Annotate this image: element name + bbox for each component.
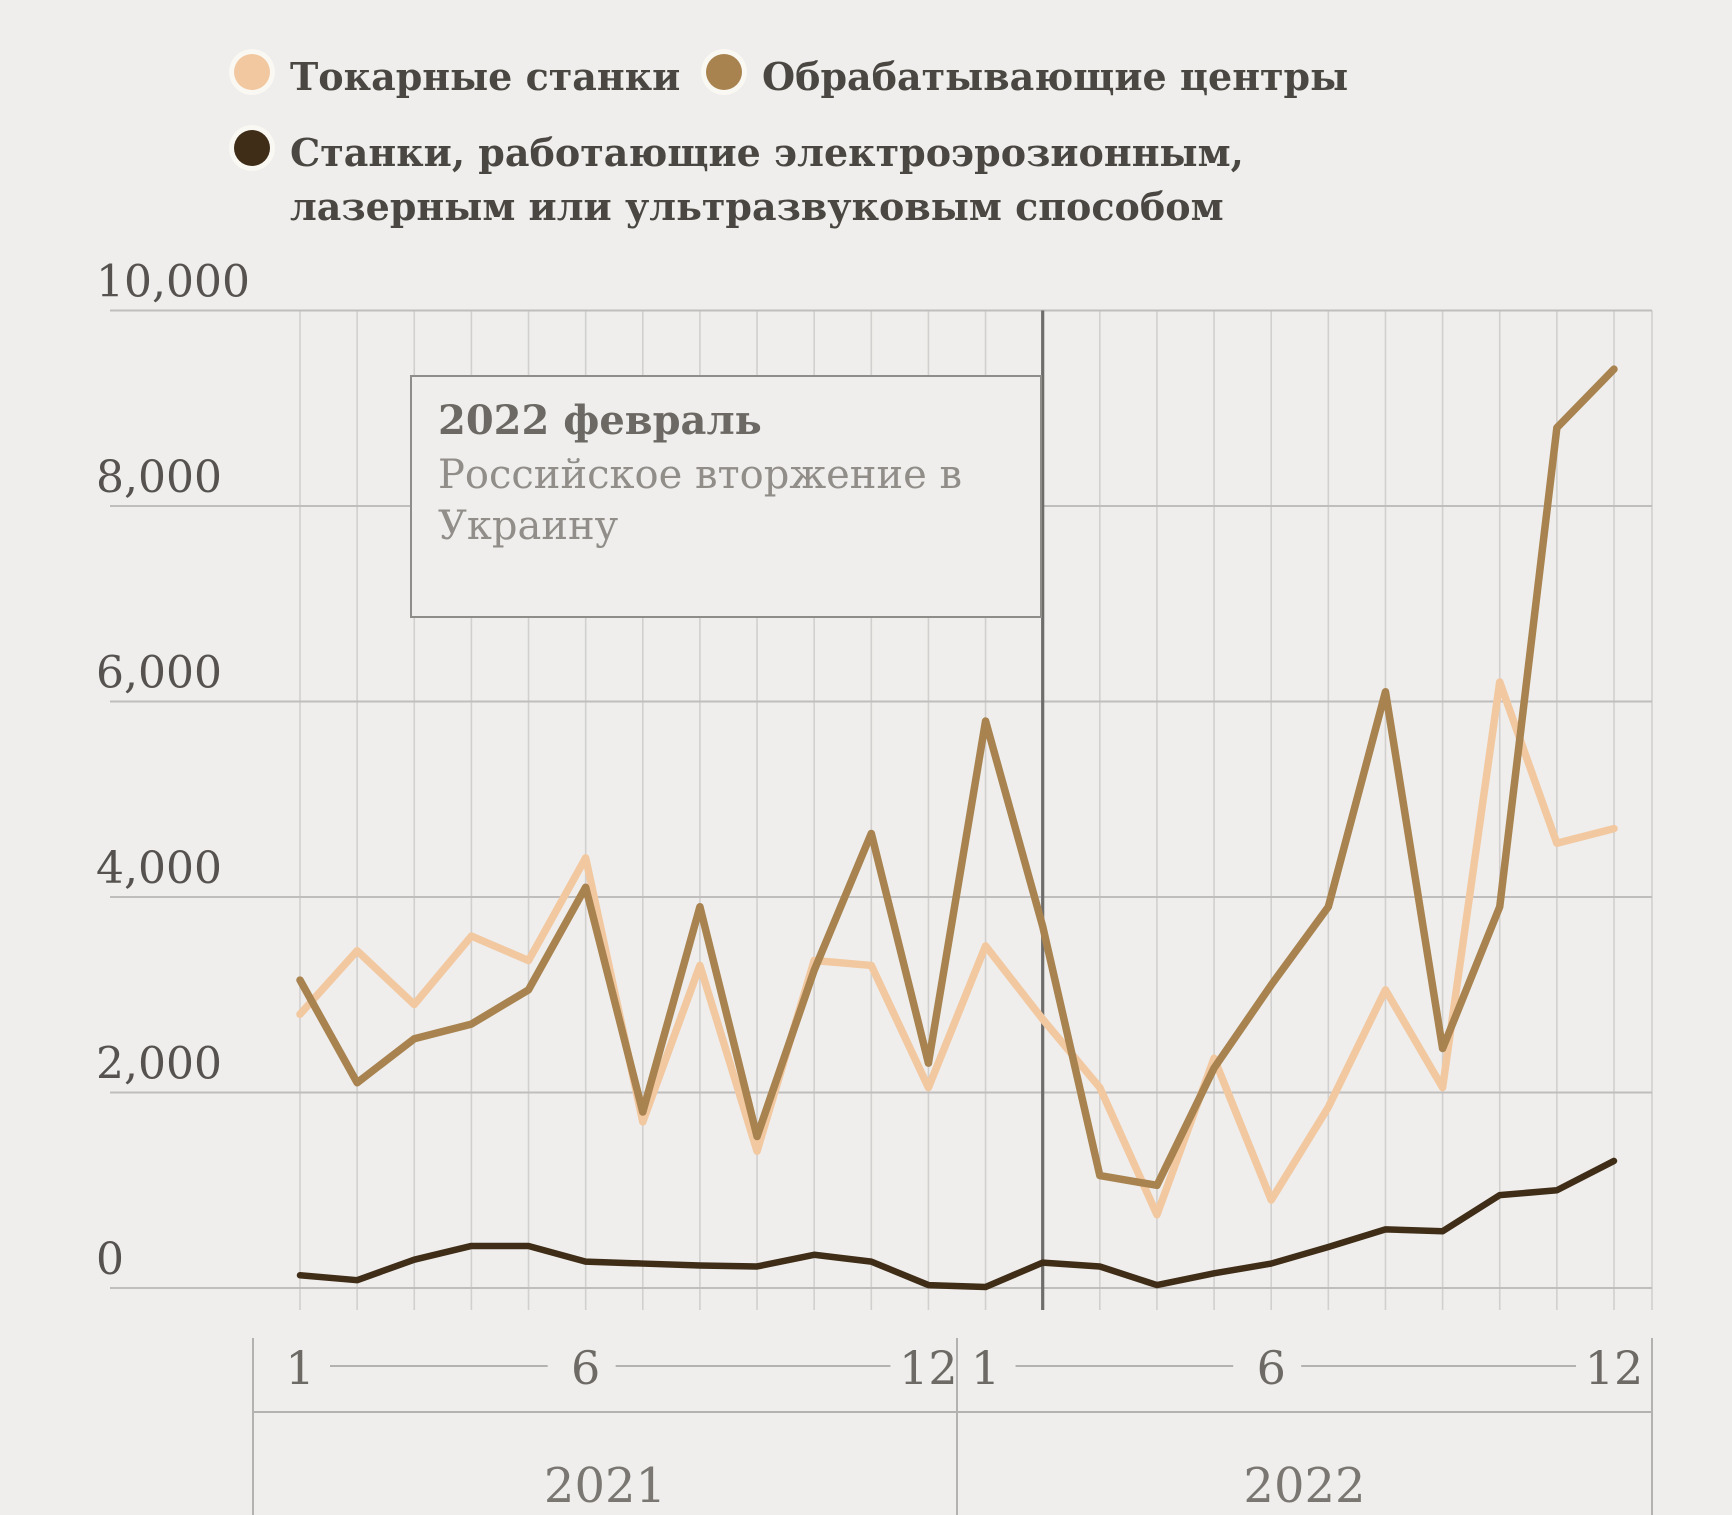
y-tick-label: 0 [96,1234,124,1285]
event-annotation-box: 2022 февраль Российское вторжение в Укра… [410,375,1042,618]
legend-item-edm-laser-ultrasonic: Станки, работающие электроэрозионным, ла… [234,126,1264,234]
y-tick-label: 4,000 [96,843,222,894]
y-gridlines: 0 2,000 4,000 6,000 8,000 10,000 [96,257,1652,1289]
x-tick-label: 12 [1585,1341,1644,1395]
y-tick-label: 10,000 [96,257,250,308]
series-line-0 [296,678,1618,1219]
year-label-2021: 2021 [544,1458,666,1514]
year-label-2022: 2022 [1243,1458,1365,1514]
event-annotation-text: Российское вторжение в Украину [438,452,963,550]
legend-dot-machining-centers-icon [706,54,742,90]
legend-label-edm-laser-ultrasonic: Станки, работающие электроэрозионным, ла… [290,130,1244,229]
y-tick-label: 8,000 [96,452,222,503]
legend-label-lathes: Токарные станки [290,54,681,99]
event-annotation-title: 2022 февраль [438,397,762,444]
legend-dot-lathes-icon [234,54,270,90]
x-tick-label: 6 [571,1341,600,1395]
legend-item-machining-centers: Обрабатывающие центры [706,50,1348,104]
x-tick-label: 1 [285,1341,314,1395]
x-tick-label: 12 [899,1341,958,1395]
legend-dot-edm-laser-ultrasonic-icon [234,130,270,166]
series-line-1 [296,365,1618,1190]
legend-item-lathes: Токарные станки [234,50,680,104]
legend-label-machining-centers: Обрабатывающие центры [762,54,1349,99]
x-tick-label: 6 [1257,1341,1286,1395]
series-line-2 [296,1157,1618,1291]
y-tick-label: 2,000 [96,1039,222,1090]
y-tick-label: 6,000 [96,648,222,699]
x-tick-label: 1 [971,1341,1000,1395]
